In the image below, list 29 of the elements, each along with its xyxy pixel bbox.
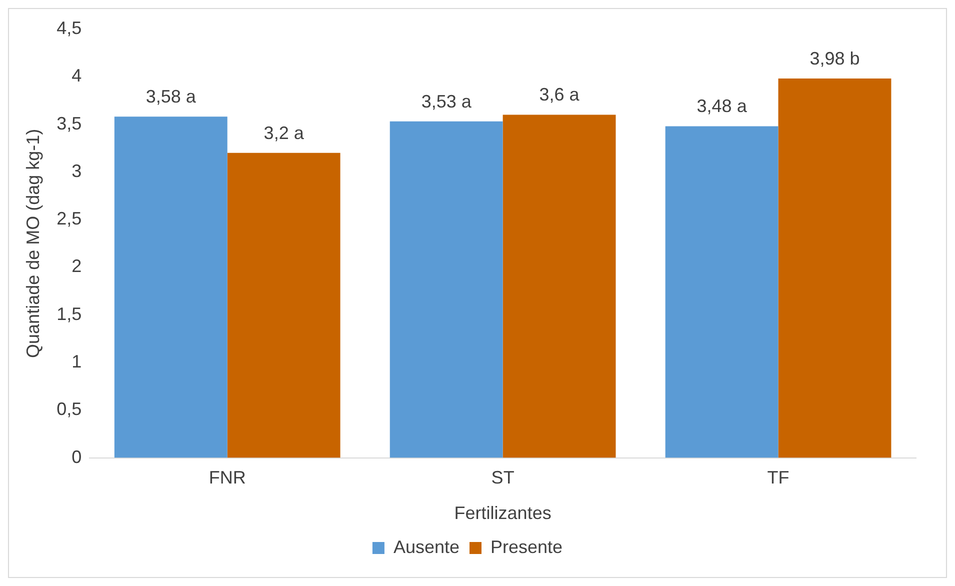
- data-label: 3,48 a: [696, 96, 748, 116]
- data-label: 3,58 a: [146, 86, 197, 107]
- y-tick-label: 4,5: [56, 18, 82, 38]
- y-tick-label: 4: [72, 66, 82, 86]
- bar: [390, 121, 503, 458]
- x-tick-label: ST: [491, 468, 514, 488]
- data-label: 3,53 a: [421, 91, 472, 112]
- x-tick-label: FNR: [208, 468, 246, 488]
- y-axis-title: Quantiade de MO (dag kg-1): [22, 128, 43, 358]
- bar: [227, 152, 340, 458]
- y-tick-label: 2,5: [56, 208, 82, 229]
- legend-label: Ausente: [393, 536, 460, 557]
- y-tick-label: 1: [72, 351, 82, 372]
- data-label: 3,98 b: [810, 48, 860, 69]
- y-tick-label: 2: [72, 256, 82, 276]
- y-tick-label: 1,5: [56, 304, 82, 324]
- y-tick-label: 0: [72, 446, 82, 467]
- legend-label: Presente: [490, 536, 563, 557]
- y-tick-label: 3: [72, 160, 82, 181]
- data-label: 3,6 a: [539, 84, 580, 105]
- bar: [114, 116, 228, 458]
- bar: [665, 126, 778, 458]
- bar: [502, 114, 616, 458]
- x-axis-title: Fertilizantes: [454, 503, 552, 524]
- bar: [778, 78, 892, 458]
- data-label: 3,2 a: [264, 122, 305, 143]
- y-tick-label: 3,5: [56, 113, 82, 134]
- x-tick-label: TF: [767, 468, 790, 488]
- y-tick-label: 0,5: [56, 399, 82, 420]
